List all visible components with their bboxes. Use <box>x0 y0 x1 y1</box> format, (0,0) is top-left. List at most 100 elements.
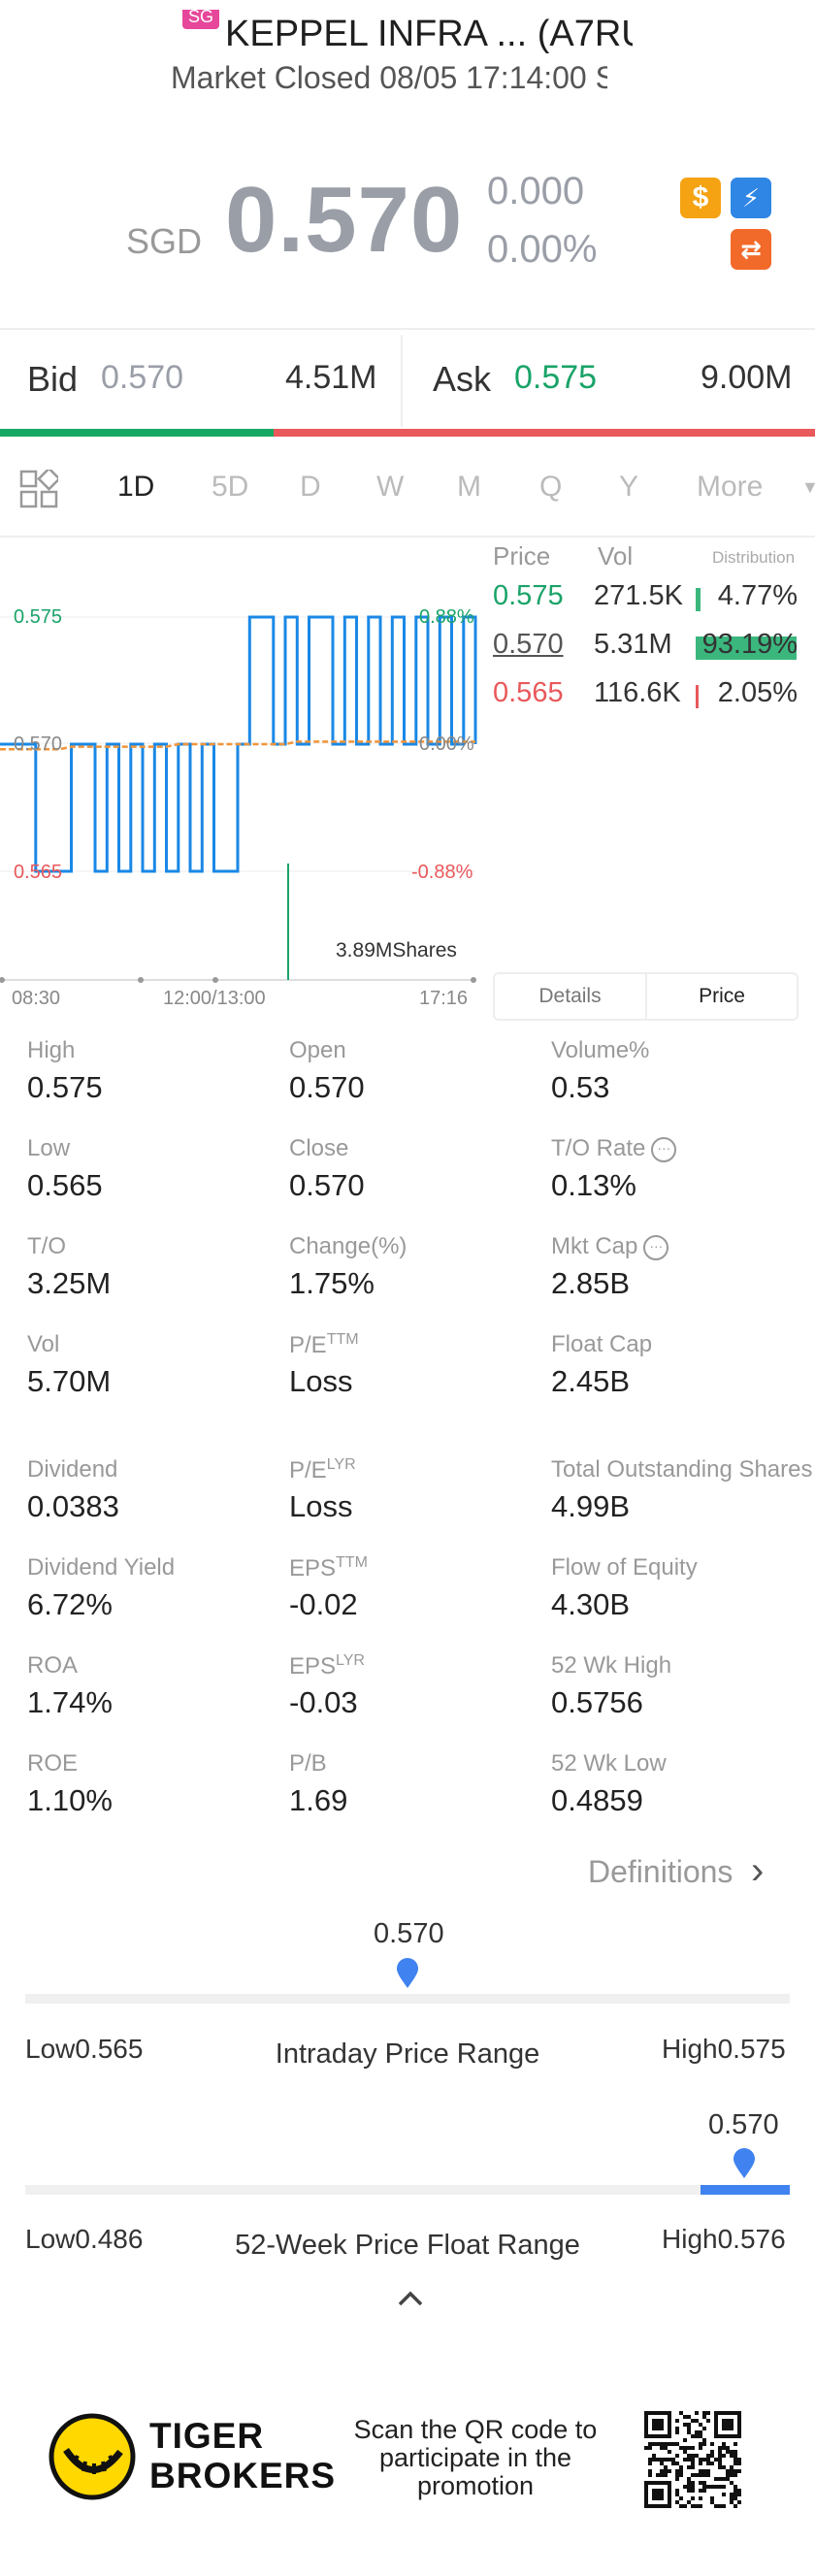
stat-label: Close <box>289 1135 349 1161</box>
week52-high: High0.576 <box>662 2224 786 2254</box>
stat-label: P/ETTM <box>289 1331 359 1358</box>
stat-label: Low <box>27 1135 71 1161</box>
stat-label: Vol <box>27 1331 60 1357</box>
stat-label: Float Cap <box>551 1331 653 1357</box>
time-axis-tick <box>471 977 476 983</box>
ask-size: 9.00M <box>701 359 793 396</box>
stat-value: 1.69 <box>289 1783 348 1817</box>
stat-label: Mkt Cap ··· <box>551 1233 669 1260</box>
tab-q[interactable]: Q <box>539 471 563 503</box>
distribution-bar <box>696 685 699 708</box>
info-icon[interactable]: ··· <box>651 1136 677 1162</box>
brand-name-line1: TIGER <box>149 2416 265 2456</box>
stat-label: Change(%) <box>289 1233 408 1259</box>
tab-1d[interactable]: 1D <box>117 471 155 503</box>
definitions-link[interactable]: Definitions <box>588 1854 734 1889</box>
swap-icon[interactable]: ⇄ <box>731 229 771 270</box>
tab-m[interactable]: M <box>457 471 481 503</box>
market-badge: SG <box>181 10 219 29</box>
intraday-high: High0.575 <box>662 2034 786 2064</box>
distribution-header-price: Price <box>493 541 551 571</box>
stat-value: 0.0383 <box>27 1489 119 1523</box>
stat-value: Loss <box>289 1489 353 1523</box>
stat-label: P/ELYR <box>289 1456 356 1484</box>
intraday-range-title: Intraday Price Range <box>275 2038 540 2070</box>
stat-label: EPSLYR <box>289 1652 365 1679</box>
chevron-right-icon[interactable]: › <box>751 1849 765 1892</box>
price-axis-high: 0.575 <box>14 606 63 628</box>
stat-value: 0.575 <box>27 1070 103 1104</box>
stat-label: EPSTTM <box>289 1554 368 1581</box>
chevron-up-icon[interactable] <box>396 2285 425 2314</box>
price-change-percent: 0.00% <box>487 228 598 271</box>
location-pin-icon <box>734 2148 755 2178</box>
tab-y[interactable]: Y <box>619 471 639 503</box>
stat-label: T/O <box>27 1233 66 1259</box>
details-price-toggle <box>493 972 799 1021</box>
stat-value: 0.53 <box>551 1070 610 1104</box>
intraday-current-price: 0.570 <box>374 1918 444 1949</box>
stat-value: 0.565 <box>27 1168 103 1202</box>
stat-value: 4.99B <box>551 1489 631 1523</box>
intraday-range-track <box>25 1994 790 2004</box>
layout-grid-icon[interactable] <box>19 470 58 508</box>
intraday-low: Low0.565 <box>25 2034 144 2064</box>
stat-label: Flow of Equity <box>551 1554 698 1581</box>
week52-range-title: 52-Week Price Float Range <box>235 2230 580 2261</box>
tab-d[interactable]: D <box>300 471 321 503</box>
stock-title[interactable]: KEPPEL INFRA ... (A7RU) <box>225 14 633 54</box>
price-change: 0.000 <box>487 170 585 212</box>
market-status: Market Closed 08/05 17:14:00 SGT <box>171 60 607 95</box>
stat-value: 2.45B <box>551 1364 631 1398</box>
distribution-bar <box>696 588 701 611</box>
time-axis-tick <box>0 977 5 983</box>
stat-value: 1.74% <box>27 1685 113 1719</box>
stat-label: Dividend Yield <box>27 1554 176 1581</box>
distribution-price: 0.565 <box>493 677 564 708</box>
tab-more[interactable]: More <box>697 471 764 503</box>
chevron-down-icon[interactable]: ▼ <box>801 477 815 497</box>
distribution-volume: 116.6K <box>594 677 681 708</box>
stat-value: 5.70M <box>27 1364 112 1398</box>
stat-label: 52 Wk Low <box>551 1750 667 1777</box>
time-axis-tick <box>138 977 144 983</box>
distribution-bar <box>696 636 797 660</box>
stat-value: -0.02 <box>289 1587 358 1621</box>
time-axis-tick <box>212 977 218 983</box>
week52-range-track <box>25 2185 790 2195</box>
flash-icon[interactable]: ⚡ <box>731 178 771 218</box>
distribution-row: 0.575 271.5K 4.77% <box>493 580 809 619</box>
stat-value: 4.30B <box>551 1587 631 1621</box>
distribution-percent: 4.77% <box>717 580 798 611</box>
ask-ratio-bar <box>274 429 815 437</box>
divider <box>401 335 403 427</box>
distribution-percent: 93.19% <box>701 629 798 660</box>
distribution-price: 0.575 <box>493 580 564 611</box>
intraday-chart[interactable] <box>0 543 485 999</box>
stat-label: P/B <box>289 1750 327 1777</box>
tab-w[interactable]: W <box>376 471 405 503</box>
stat-label: High <box>27 1037 76 1063</box>
qr-code[interactable] <box>644 2411 741 2508</box>
stat-label: ROA <box>27 1652 79 1679</box>
info-icon[interactable]: ··· <box>643 1234 669 1260</box>
toggle-price-button[interactable]: Price <box>645 974 797 1019</box>
divider <box>0 328 815 330</box>
distribution-volume: 271.5K <box>594 580 683 611</box>
stat-value: 1.75% <box>289 1266 375 1300</box>
stat-value: 0.4859 <box>551 1783 643 1817</box>
toggle-details-button[interactable]: Details <box>538 985 602 1007</box>
stat-value: -0.03 <box>289 1685 358 1719</box>
stat-value: 1.10% <box>27 1783 113 1817</box>
average-price-line <box>0 740 475 751</box>
ask-label: Ask <box>433 359 492 399</box>
location-pin-icon <box>397 1958 418 1988</box>
ask-price: 0.575 <box>514 359 598 396</box>
week52-current-price: 0.570 <box>708 2109 779 2140</box>
stat-value: 3.25M <box>27 1266 112 1300</box>
stat-label: Open <box>289 1037 346 1063</box>
price-axis-low: 0.565 <box>14 862 63 883</box>
last-price: 0.570 <box>225 168 464 272</box>
dollar-icon[interactable]: $ <box>680 178 721 218</box>
tab-5d[interactable]: 5D <box>212 471 249 503</box>
